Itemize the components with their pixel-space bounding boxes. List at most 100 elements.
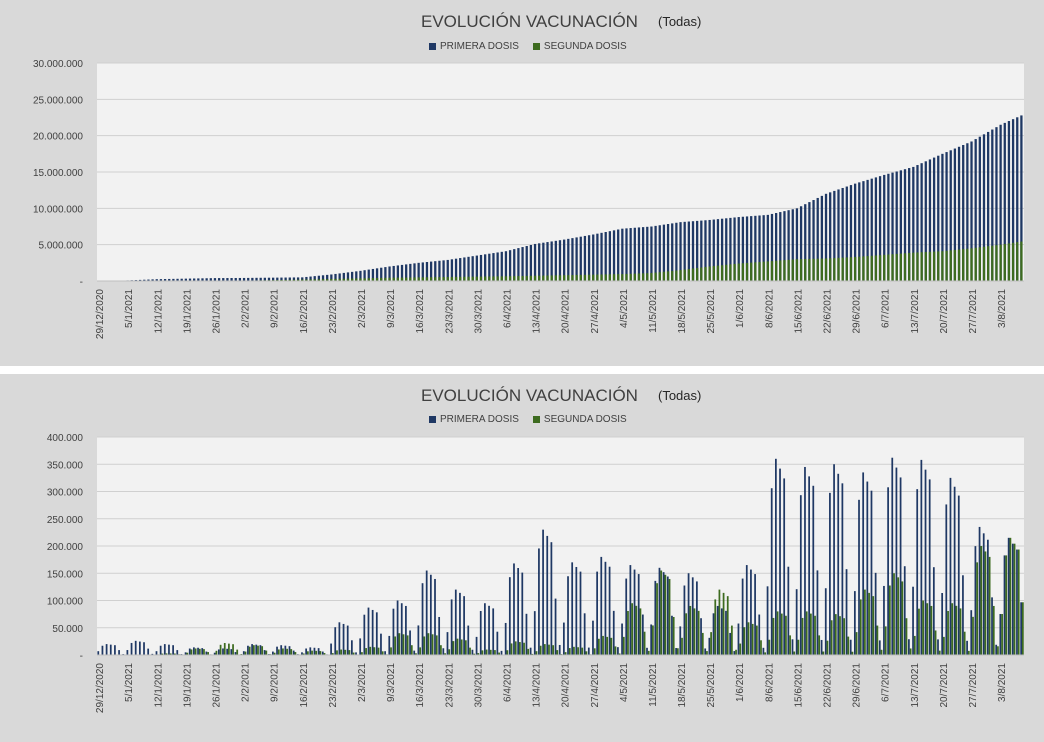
bar-second-dose — [596, 274, 599, 281]
bar-first-dose — [292, 650, 295, 655]
bar-first-dose — [459, 258, 462, 281]
bar-second-dose — [567, 275, 570, 281]
bar-first-dose — [334, 627, 337, 655]
bar-first-dose — [696, 220, 699, 281]
bar-second-dose — [878, 255, 882, 281]
bar-second-dose — [375, 278, 379, 281]
bar-first-dose — [700, 618, 702, 655]
bar-first-dose — [970, 141, 973, 281]
bar-second-dose — [760, 640, 762, 655]
bar-first-dose — [542, 242, 545, 281]
bar-first-dose — [895, 467, 898, 655]
bar-first-dose — [272, 277, 275, 281]
bar-first-dose — [459, 592, 461, 655]
bar-second-dose — [851, 651, 854, 655]
bar-first-dose — [978, 526, 981, 655]
bar-second-dose — [913, 635, 916, 655]
bar-second-dose — [785, 615, 787, 655]
bar-second-dose — [755, 625, 758, 655]
bar-second-dose — [340, 649, 343, 655]
bar-first-dose — [429, 574, 432, 655]
bar-first-dose — [334, 273, 337, 281]
chart-filter-label[interactable]: (Todas) — [658, 388, 702, 403]
bar-second-dose — [814, 615, 816, 655]
bar-first-dose — [791, 639, 794, 655]
bar-second-dose — [739, 643, 742, 655]
bar-first-dose — [1016, 549, 1018, 655]
bar-second-dose — [779, 260, 782, 281]
bar-first-dose — [654, 580, 657, 655]
x-tick-label: 4/5/2021 — [619, 289, 630, 328]
chart-title: EVOLUCIÓN VACUNACIÓN — [421, 386, 638, 405]
legend-swatch-second-dose — [532, 43, 540, 50]
bar-first-dose — [953, 486, 956, 655]
bar-first-dose — [184, 278, 187, 281]
bar-first-dose — [234, 652, 237, 655]
bar-second-dose — [361, 652, 363, 655]
bar-first-dose — [517, 568, 520, 655]
bar-first-dose — [109, 644, 112, 655]
x-tick-label: 2/2/2021 — [241, 663, 252, 702]
bar-first-dose — [350, 640, 353, 655]
bar-first-dose — [562, 622, 565, 655]
bar-second-dose — [888, 585, 891, 655]
bar-second-dose — [415, 653, 417, 655]
bar-first-dose — [633, 569, 636, 655]
bar-first-dose — [949, 150, 952, 281]
bar-second-dose — [593, 648, 596, 655]
chart-legend: PRIMERA DOSIS SEGUNDA DOSIS — [429, 41, 641, 52]
bar-second-dose — [834, 614, 837, 655]
bar-second-dose — [475, 276, 478, 281]
bar-first-dose — [621, 623, 623, 655]
bar-first-dose — [155, 279, 158, 281]
bar-first-dose — [820, 195, 824, 281]
bar-first-dose — [201, 278, 204, 281]
bar-first-dose — [209, 278, 212, 281]
bar-first-dose — [966, 143, 969, 281]
bar-first-dose — [463, 596, 465, 655]
bar-second-dose — [1009, 537, 1012, 655]
bar-second-dose — [365, 648, 367, 655]
bar-first-dose — [255, 644, 258, 655]
bar-first-dose — [571, 238, 574, 281]
bar-second-dose — [575, 274, 578, 281]
bar-first-dose — [159, 645, 162, 655]
bar-first-dose — [720, 608, 723, 655]
bar-second-dose — [893, 573, 895, 655]
bar-second-dose — [822, 651, 825, 655]
bar-second-dose — [617, 274, 620, 281]
x-tick-label: 3/8/2021 — [997, 289, 1008, 328]
bar-second-dose — [421, 277, 424, 281]
chart-filter-label[interactable]: (Todas) — [658, 14, 702, 29]
bar-first-dose — [592, 234, 595, 281]
x-tick-label: 13/4/2021 — [532, 663, 543, 708]
bar-second-dose — [922, 600, 924, 655]
bar-first-dose — [529, 647, 532, 655]
bar-first-dose — [197, 278, 200, 281]
bar-second-dose — [847, 636, 850, 655]
bar-second-dose — [344, 649, 347, 655]
x-tick-label: 30/3/2021 — [473, 663, 484, 708]
bar-second-dose — [473, 653, 476, 655]
bar-second-dose — [992, 605, 995, 655]
bar-second-dose — [793, 651, 796, 655]
bar-second-dose — [394, 636, 397, 655]
bar-second-dose — [610, 637, 613, 655]
bar-first-dose — [741, 216, 745, 281]
bar-first-dose — [675, 222, 678, 281]
bar-first-dose — [658, 567, 661, 655]
bar-second-dose — [485, 649, 488, 655]
bar-second-dose — [974, 247, 977, 281]
bar-second-dose — [498, 652, 500, 655]
bar-second-dose — [492, 276, 495, 281]
bar-first-dose — [338, 273, 341, 281]
bar-first-dose — [762, 647, 765, 655]
bar-first-dose — [242, 277, 246, 281]
bar-first-dose — [708, 637, 711, 655]
bar-first-dose — [546, 242, 549, 281]
bar-first-dose — [583, 613, 586, 655]
bar-first-dose — [500, 251, 503, 281]
bar-second-dose — [1001, 613, 1003, 655]
bar-second-dose — [342, 278, 345, 281]
bar-first-dose — [151, 653, 154, 655]
